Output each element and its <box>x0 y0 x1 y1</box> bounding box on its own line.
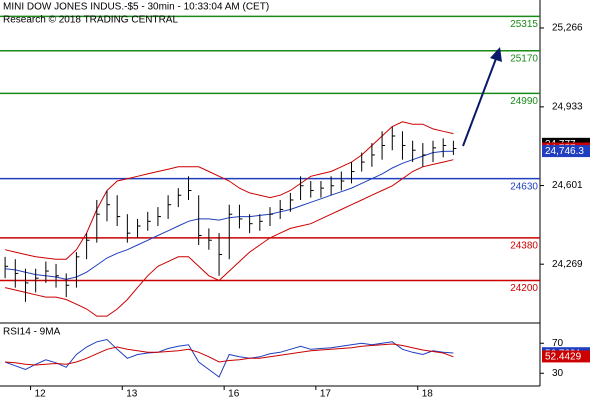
x-tick-label: 13 <box>126 389 138 400</box>
x-tick-label: 18 <box>422 389 434 400</box>
x-tick-label: 17 <box>320 389 332 400</box>
forecast-arrow <box>462 55 498 147</box>
y-tick-label: 70 <box>552 338 564 349</box>
rsi-title: RSI14 - 9MA <box>3 327 61 338</box>
level-label: 24990 <box>510 96 538 107</box>
price-tag-label: 24,746.3 <box>545 146 584 157</box>
chart-title: MINI DOW JONES INDUS.-$5 - 30min - 10:33… <box>3 2 269 13</box>
level-label: 24630 <box>510 181 538 192</box>
level-label: 24200 <box>510 283 538 294</box>
x-tick-label: 12 <box>35 389 47 400</box>
chart-subtitle: Research © 2018 TRADING CENTRAL <box>3 15 178 26</box>
series-line <box>4 121 454 260</box>
price-tag <box>542 145 590 158</box>
price-tag <box>542 350 590 363</box>
y-tick-label: 30 <box>552 368 564 379</box>
x-tick-label: 16 <box>228 389 240 400</box>
level-label: 25170 <box>510 53 538 64</box>
price-tag-label: 52.4429 <box>545 352 582 363</box>
series-line <box>5 343 454 366</box>
y-tick-label: 25,266 <box>552 23 583 34</box>
y-tick-label: 24,933 <box>552 102 583 113</box>
level-label: 24380 <box>510 241 538 252</box>
series-line <box>4 159 454 317</box>
forecast-arrowhead <box>490 47 502 62</box>
level-label: 25315 <box>510 19 538 30</box>
series-line <box>4 338 454 378</box>
y-tick-label: 24,601 <box>552 180 583 191</box>
y-tick-label: 24,269 <box>552 259 583 270</box>
